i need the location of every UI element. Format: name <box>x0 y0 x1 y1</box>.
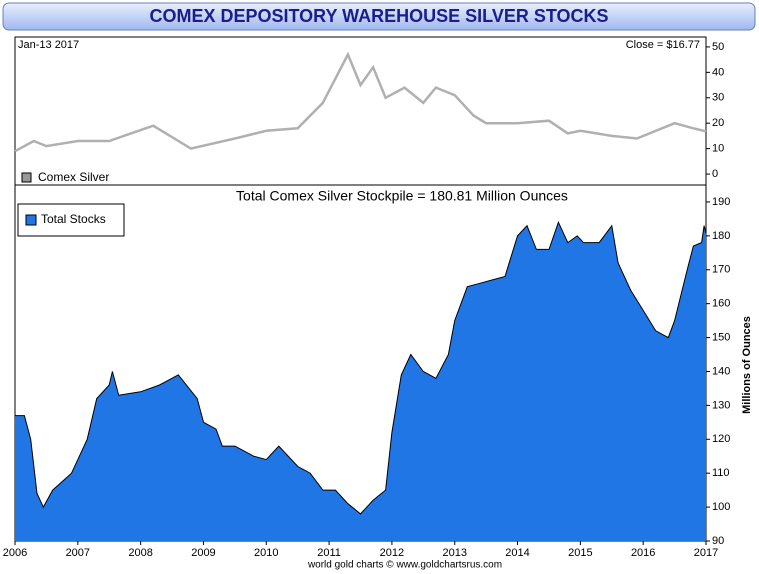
x-tick-label: 2012 <box>380 547 404 559</box>
line <box>14 51 707 153</box>
y-tick-label: 10 <box>712 143 724 155</box>
footer: world gold charts © www.goldchartsrus.co… <box>307 560 502 571</box>
annotation: Total Comex Silver Stockpile = 180.81 Mi… <box>236 188 568 204</box>
close-label: Close = $16.77 <box>626 39 700 51</box>
y-tick-label: 100 <box>712 501 730 513</box>
y-tick-label: 190 <box>712 196 730 208</box>
y-tick-label: 140 <box>712 365 730 377</box>
area-outline <box>15 220 707 515</box>
y-tick-label: 30 <box>712 92 724 104</box>
legend-label: Total Stocks <box>41 212 106 226</box>
y-tick-label: 90 <box>712 535 724 547</box>
y-tick-label: 160 <box>712 298 730 310</box>
x-tick-label: 2013 <box>442 547 466 559</box>
x-tick-label: 2015 <box>568 547 592 559</box>
x-tick-label: 2016 <box>631 547 655 559</box>
title-bar <box>2 2 756 31</box>
x-tick-label: 2006 <box>3 547 27 559</box>
legend-box <box>17 203 125 237</box>
area <box>15 222 706 542</box>
y-tick-label: 120 <box>712 433 730 445</box>
x-tick-label: 2017 <box>694 547 718 559</box>
y-tick-label: 180 <box>712 230 730 242</box>
legend-swatch <box>21 172 32 183</box>
legend-swatch <box>25 214 37 226</box>
y-tick-label: 0 <box>712 168 718 180</box>
y-axis-label: Millions of Ounces <box>741 316 753 414</box>
y-tick-label: 40 <box>712 66 724 78</box>
x-tick-label: 2009 <box>191 547 215 559</box>
y-tick-label: 130 <box>712 399 730 411</box>
y-tick-label: 20 <box>712 117 724 129</box>
x-tick-label: 2007 <box>66 547 90 559</box>
x-tick-label: 2008 <box>128 547 152 559</box>
x-tick-label: 2014 <box>505 547 529 559</box>
date-label: Jan-13 2017 <box>18 39 79 51</box>
y-tick-label: 50 <box>712 41 724 53</box>
x-tick-label: 2010 <box>254 547 278 559</box>
y-tick-label: 110 <box>712 467 730 479</box>
legend-label: Comex Silver <box>38 170 109 184</box>
x-tick-label: 2011 <box>317 547 341 559</box>
chart-title: COMEX DEPOSITORY WAREHOUSE SILVER STOCKS <box>149 6 608 26</box>
y-tick-label: 170 <box>712 264 730 276</box>
y-tick-label: 150 <box>712 331 730 343</box>
